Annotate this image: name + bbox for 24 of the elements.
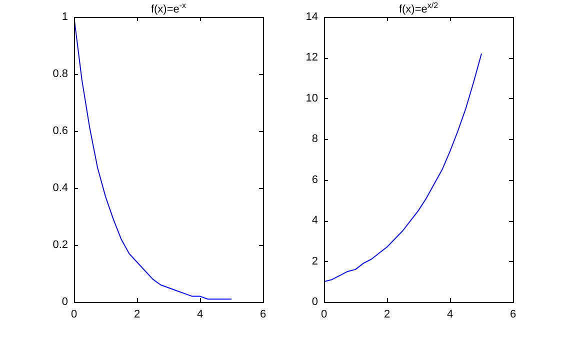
x-tick-label: 4: [446, 308, 454, 321]
y-tick-label: 12: [306, 52, 318, 64]
x-tick-label: 6: [260, 308, 266, 321]
x-tick-label: 0: [320, 308, 328, 321]
x-tick-label: 6: [510, 308, 516, 321]
y-tick-label: 10: [306, 92, 318, 104]
y-tick-label: 0: [62, 296, 68, 308]
y-tick-label: 6: [312, 174, 318, 186]
y-tick-label: 0.8: [52, 68, 68, 80]
y-tick-label: 0.6: [52, 125, 68, 138]
y-tick-label: 4: [312, 214, 318, 227]
x-tick-label: 2: [384, 308, 390, 321]
y-tick-label: 2: [312, 255, 318, 268]
y-tick-label: 0.4: [52, 182, 68, 194]
y-tick-label: 0.2: [52, 239, 68, 252]
x-tick-label: 4: [196, 308, 204, 321]
y-tick-label: 8: [312, 133, 318, 146]
chart-title: f(x)=e$^{x/2}$: [398, 1, 440, 16]
x-tick-label: 0: [70, 308, 78, 321]
y-tick-label: 0: [312, 296, 318, 308]
y-tick-label: 1: [62, 11, 68, 24]
y-tick-label: 14: [306, 11, 318, 24]
x-tick-label: 2: [134, 308, 140, 321]
chart-title: f(x)=e$^{-x}$: [150, 1, 188, 16]
